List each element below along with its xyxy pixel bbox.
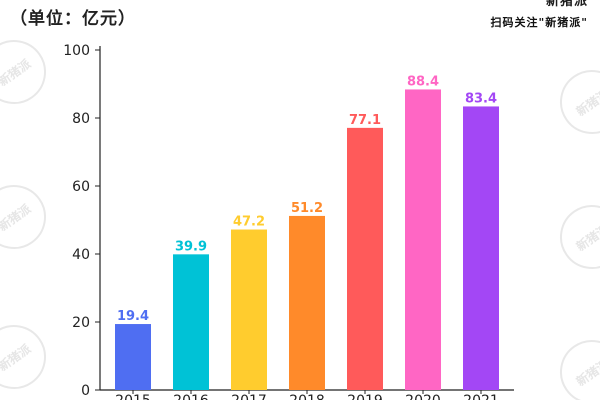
bar-value-label: 77.1	[349, 113, 381, 128]
y-tick-label: 80	[72, 111, 90, 127]
bar-value-label: 47.2	[233, 215, 265, 230]
bar	[347, 127, 383, 391]
bar-value-label: 39.9	[175, 239, 207, 254]
x-tick-label: 2017	[231, 393, 267, 400]
y-tick-label: 40	[72, 247, 90, 263]
y-tick-label: 0	[81, 383, 90, 399]
x-tick-label: 2020	[405, 393, 441, 400]
bar-layer: 19.4 39.9 47.2 51.2 77.1 88.4 83.4	[115, 74, 499, 391]
y-tick-label: 60	[72, 179, 90, 195]
bar-value-label: 19.4	[117, 309, 149, 324]
x-tick-label: 2015	[115, 393, 151, 400]
bar	[231, 229, 267, 390]
y-tick-label: 20	[72, 315, 90, 331]
x-tick-label: 2016	[173, 393, 209, 400]
unit-label: （单位：亿元）	[10, 9, 136, 29]
bar	[463, 106, 499, 390]
bar	[405, 89, 441, 390]
x-tick-label: 2019	[347, 393, 383, 400]
brand-logo: 新猪派	[545, 0, 588, 9]
y-tick-label: 100	[63, 43, 90, 59]
brand-block: 新猪派 扫码关注"新猪派"	[491, 0, 588, 30]
bar-value-label: 88.4	[407, 74, 439, 89]
bar-value-label: 51.2	[291, 201, 323, 216]
bar	[289, 215, 325, 390]
x-tick-label: 2021	[463, 393, 499, 400]
bar-value-label: 83.4	[465, 91, 497, 106]
bar	[115, 324, 151, 390]
x-tick-label: 2018	[289, 393, 325, 400]
brand-subtitle: 扫码关注"新猪派"	[490, 16, 588, 29]
bar	[173, 254, 209, 390]
